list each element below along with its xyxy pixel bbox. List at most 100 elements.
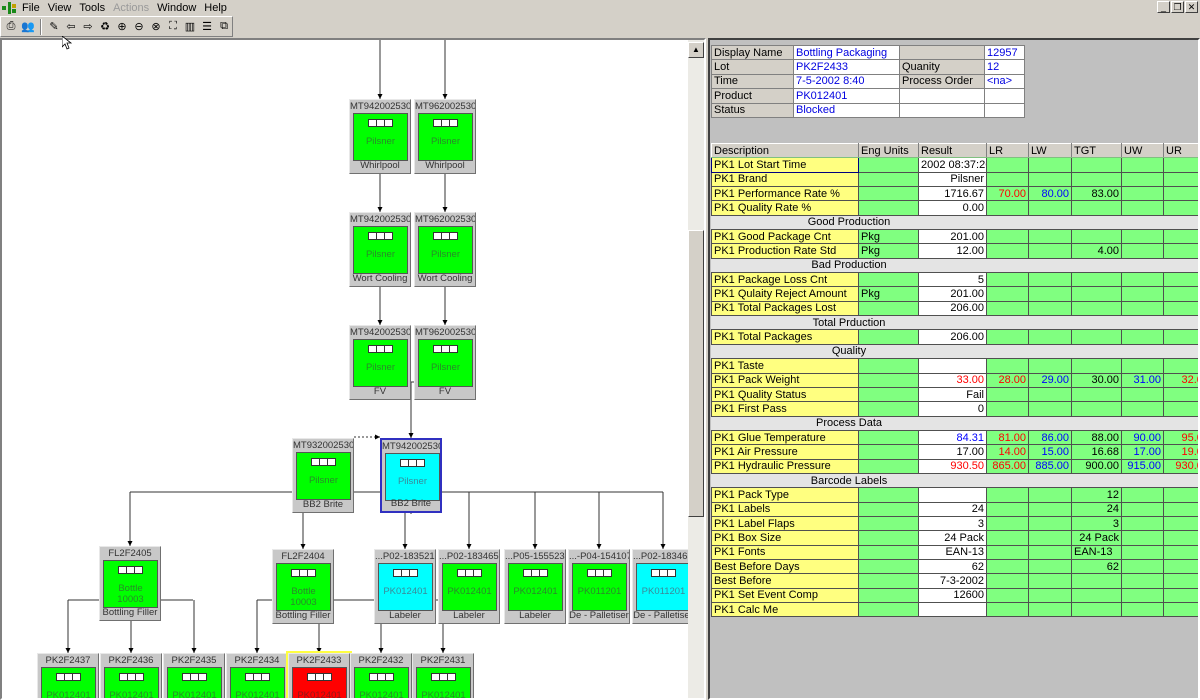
variable-description[interactable]: PK1 First Pass [711, 401, 859, 417]
column-header-ur[interactable]: UR [1163, 142, 1198, 159]
result-value[interactable]: 2002 08:37:26 [918, 157, 987, 173]
arrow-right-icon[interactable]: ⇨ [83, 21, 93, 33]
genealogy-icon[interactable]: ⧉ [220, 20, 228, 32]
genealogy-node[interactable]: MT942002530 Pilsner FV [349, 325, 411, 400]
genealogy-node[interactable]: ...P05-1555232 PK012401 Labeler [504, 549, 566, 624]
genealogy-node[interactable]: ...P02-1834656 PK011201 De - Palletiser [632, 549, 692, 624]
column-header-result[interactable]: Result [918, 142, 987, 159]
result-value[interactable]: EAN-13 [918, 544, 987, 560]
print-icon[interactable]: ⎙ [6, 20, 16, 32]
result-value[interactable]: Fail [918, 386, 987, 403]
variable-description[interactable]: PK1 Total Packages Lost [711, 300, 859, 317]
column-header-lr[interactable]: LR [986, 142, 1029, 159]
genealogy-node[interactable]: PK2F2436PK012401PK1Pallets [100, 653, 162, 698]
column-header-uw[interactable]: UW [1121, 142, 1164, 159]
variable-description[interactable]: PK1 Pack Type [711, 487, 859, 503]
scroll-up-button[interactable]: ▲ [688, 42, 704, 58]
genealogy-node[interactable]: FL2F2404 Bottle 10003 Bottling Filler [272, 549, 334, 624]
recycle-icon[interactable]: ♻ [100, 21, 110, 33]
genealogy-node[interactable]: ...P02-1834656 PK012401 Labeler [438, 549, 500, 624]
result-value[interactable]: 201.00 [918, 229, 987, 245]
genealogy-node[interactable]: MT932002530 Pilsner BB2 Brite [292, 438, 354, 513]
variable-description[interactable]: PK1 Brand [711, 171, 859, 188]
users-icon[interactable]: 👥 [21, 21, 35, 33]
variable-description[interactable]: PK1 Quality Rate % [711, 200, 859, 216]
genealogy-node[interactable]: PK2F2432PK012401PK1Pallets [350, 653, 412, 698]
result-value[interactable]: 12600 [918, 587, 987, 604]
pane-splitter[interactable] [706, 38, 709, 700]
result-value[interactable]: 3 [918, 515, 987, 532]
genealogy-node[interactable]: PK2F2437PK012401PK1Pallets [37, 653, 99, 698]
variable-description[interactable]: PK1 Quality Status [711, 386, 859, 403]
variable-description[interactable]: PK1 Air Pressure [711, 444, 859, 460]
minimize-button[interactable]: _ [1157, 1, 1170, 13]
result-value[interactable]: 24 [918, 501, 987, 517]
menu-window[interactable]: Window [157, 1, 197, 14]
genealogy-node[interactable]: MT942002530 Pilsner Whirlpool [349, 99, 411, 174]
genealogy-node[interactable]: FL2F2405 Bottle 10003 Bottling Filler [99, 546, 161, 621]
result-value[interactable]: 206.00 [918, 329, 987, 345]
variable-description[interactable]: PK1 Labels [711, 501, 859, 517]
result-value[interactable] [918, 487, 987, 503]
variable-description[interactable]: Best Before [711, 573, 859, 589]
variable-description[interactable]: PK1 Taste [711, 358, 859, 374]
column-header-description[interactable]: Description [711, 142, 859, 159]
result-value[interactable]: 17.00 [918, 444, 987, 460]
result-value[interactable]: 33.00 [918, 372, 987, 388]
list-icon[interactable]: ☰ [202, 21, 212, 33]
variable-description[interactable]: PK1 Hydraulic Pressure [711, 458, 859, 474]
genealogy-node[interactable]: ...-P04-154107 PK011201 De - Palletiser [568, 549, 630, 624]
vertical-scrollbar[interactable]: ▲ [688, 40, 704, 698]
variable-description[interactable]: PK1 Total Packages [711, 329, 859, 345]
result-value[interactable]: 206.00 [918, 300, 987, 317]
pencil-icon[interactable]: ✎ [49, 21, 59, 33]
genealogy-node[interactable]: MT942002530 Pilsner BB2 Brite [380, 438, 442, 513]
result-value[interactable]: 0.00 [918, 200, 987, 216]
result-value[interactable]: 930.50 [918, 458, 987, 474]
result-value[interactable]: 1716.67 [918, 186, 987, 202]
variable-description[interactable]: Best Before Days [711, 558, 859, 575]
genealogy-node[interactable]: PK2F2433PK012401PK1Pallets [286, 651, 352, 698]
result-value[interactable] [918, 358, 987, 374]
result-value[interactable] [918, 601, 987, 618]
app-icon[interactable] [2, 1, 16, 14]
variable-description[interactable]: PK1 Glue Temperature [711, 429, 859, 446]
variable-description[interactable]: PK1 Good Package Cnt [711, 229, 859, 245]
result-value[interactable]: 84.31 [918, 429, 987, 446]
menu-view[interactable]: View [47, 1, 72, 14]
arrow-left-icon[interactable]: ⇦ [66, 21, 76, 33]
genealogy-node[interactable]: MT962002530 Pilsner Wort Cooling [414, 212, 476, 287]
variable-description[interactable]: PK1 Box Size [711, 530, 859, 546]
result-value[interactable]: 7-3-2002 [918, 573, 987, 589]
column-header-tgt[interactable]: TGT [1071, 142, 1122, 159]
variable-description[interactable]: PK1 Set Event Comp [711, 587, 859, 604]
variable-description[interactable]: PK1 Lot Start Time [711, 157, 859, 173]
variable-description[interactable]: PK1 Calc Me [711, 601, 859, 618]
zoom-in-icon[interactable]: ⊕ [117, 21, 127, 33]
genealogy-node[interactable]: ...P02-1835217 PK012401 Labeler [374, 549, 436, 624]
genealogy-node[interactable]: MT962002530 Pilsner FV [414, 325, 476, 400]
menu-file[interactable]: File [22, 1, 40, 14]
result-value[interactable]: 201.00 [918, 286, 987, 302]
menu-tools[interactable]: Tools [79, 1, 106, 14]
column-header-lw[interactable]: LW [1028, 142, 1072, 159]
variable-description[interactable]: PK1 Pack Weight [711, 372, 859, 388]
columns-icon[interactable]: ▥ [184, 21, 196, 33]
zoom-reset-icon[interactable]: ⊗ [151, 21, 161, 33]
genealogy-node[interactable]: MT962002530 Pilsner Whirlpool [414, 99, 476, 174]
close-button[interactable]: ✕ [1185, 1, 1198, 13]
variable-description[interactable]: PK1 Production Rate Std [711, 243, 859, 259]
result-value[interactable]: 62 [918, 558, 987, 575]
zoom-out-icon[interactable]: ⊖ [134, 21, 144, 33]
result-value[interactable]: 5 [918, 272, 987, 288]
result-value[interactable]: 12.00 [918, 243, 987, 259]
genealogy-node[interactable]: PK2F2434PK012401PK1Pallets [226, 653, 288, 698]
variable-description[interactable]: PK1 Qulaity Reject Amount [711, 286, 859, 302]
variable-description[interactable]: PK1 Label Flaps [711, 515, 859, 532]
restore-button[interactable]: ❐ [1171, 1, 1184, 13]
menu-help[interactable]: Help [204, 1, 227, 14]
result-value[interactable]: Pilsner [918, 171, 987, 188]
column-header-eng-units[interactable]: Eng Units [858, 142, 919, 159]
result-value[interactable]: 24 Pack [918, 530, 987, 546]
genealogy-node[interactable]: PK2F2431PK012401PK1Pallets [412, 653, 474, 698]
